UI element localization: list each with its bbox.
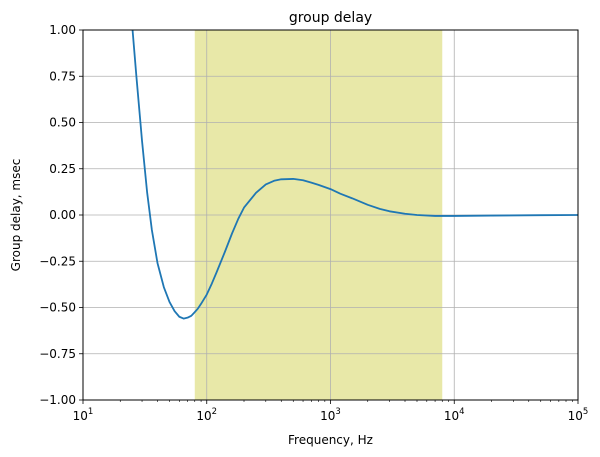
x-tick-label: 103: [320, 407, 341, 423]
y-tick-label: 0.50: [49, 116, 76, 130]
y-tick-label: −1.00: [39, 393, 76, 407]
y-tick-label: −0.75: [39, 347, 76, 361]
y-tick-label: 0.75: [49, 69, 76, 83]
x-tick-label: 102: [196, 407, 217, 423]
x-tick-label: 105: [568, 407, 589, 423]
ticks-layer: 101 102 103 104 105 −1.00 −0.75 −0.50 −0.25 0.00 0…: [39, 23, 588, 423]
x-axis-label: Frequency, Hz: [288, 433, 373, 447]
series-layer: [131, 30, 578, 320]
y-tick-label: 1.00: [49, 23, 76, 37]
x-tick-label: 101: [73, 407, 94, 423]
series-line: [131, 30, 578, 320]
y-tick-label: −0.25: [39, 254, 76, 268]
y-axis-label: Group delay, msec: [9, 159, 23, 272]
y-tick-label: 0.25: [49, 162, 76, 176]
y-tick-label: 0.00: [49, 208, 76, 222]
chart-title: group delay: [289, 10, 372, 26]
y-tick-label: −0.50: [39, 301, 76, 315]
x-tick-label: 104: [444, 407, 465, 423]
